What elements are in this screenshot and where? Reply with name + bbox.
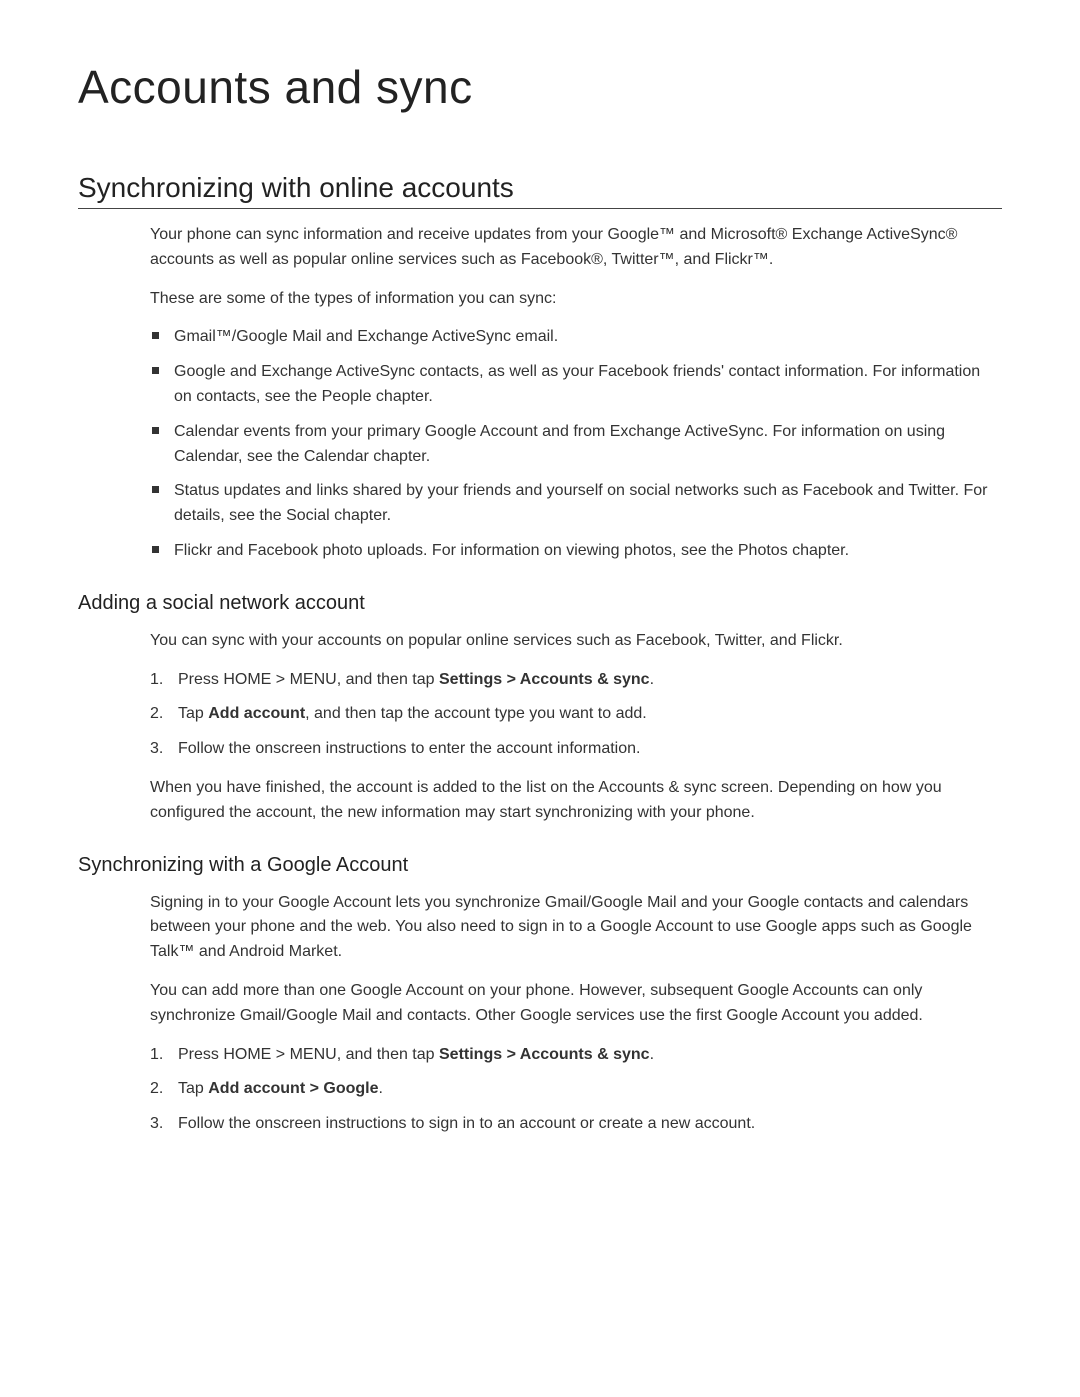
sub1-intro: You can sync with your accounts on popul… [150,629,1002,654]
list-item: Gmail™/Google Mail and Exchange ActiveSy… [150,325,1002,350]
page-title: Accounts and sync [78,60,1002,114]
step-text: Follow the onscreen instructions to sign… [178,1115,755,1132]
step-text: Tap [178,705,208,722]
step-item: Follow the onscreen instructions to ente… [150,737,1002,762]
sync-google-steps: Press HOME > MENU, and then tap Settings… [150,1043,1002,1137]
step-item: Tap Add account > Google. [150,1077,1002,1102]
list-item: Calendar events from your primary Google… [150,420,1002,470]
list-item: Status updates and links shared by your … [150,479,1002,529]
step-bold: Settings > Accounts & sync [439,671,650,688]
step-item: Follow the onscreen instructions to sign… [150,1112,1002,1137]
step-bold: Add account [208,705,305,722]
step-bold: Add account > Google [208,1080,378,1097]
subsection-body-add-social: You can sync with your accounts on popul… [150,629,1002,826]
list-item: Flickr and Facebook photo uploads. For i… [150,539,1002,564]
step-text: Tap [178,1080,208,1097]
step-item: Tap Add account, and then tap the accoun… [150,702,1002,727]
step-post: . [650,1046,654,1063]
sub1-after: When you have finished, the account is a… [150,776,1002,826]
step-post: , and then tap the account type you want… [305,705,647,722]
subsection-body-sync-google: Signing in to your Google Account lets y… [150,891,1002,1137]
step-post: . [650,671,654,688]
sync-types-list: Gmail™/Google Mail and Exchange ActiveSy… [150,325,1002,563]
step-post: . [378,1080,382,1097]
list-item: Google and Exchange ActiveSync contacts,… [150,360,1002,410]
sub2-p1: Signing in to your Google Account lets y… [150,891,1002,965]
intro-paragraph-2: These are some of the types of informati… [150,287,1002,312]
add-social-steps: Press HOME > MENU, and then tap Settings… [150,668,1002,762]
step-item: Press HOME > MENU, and then tap Settings… [150,668,1002,693]
sub2-p2: You can add more than one Google Account… [150,979,1002,1029]
step-text: Press HOME > MENU, and then tap [178,1046,439,1063]
section-heading-sync-online: Synchronizing with online accounts [78,172,1002,209]
step-bold: Settings > Accounts & sync [439,1046,650,1063]
step-text: Follow the onscreen instructions to ente… [178,740,640,757]
step-text: Press HOME > MENU, and then tap [178,671,439,688]
subsection-heading-sync-google: Synchronizing with a Google Account [78,854,1002,877]
subsection-heading-add-social: Adding a social network account [78,592,1002,615]
intro-paragraph-1: Your phone can sync information and rece… [150,223,1002,273]
section-body: Your phone can sync information and rece… [150,223,1002,564]
step-item: Press HOME > MENU, and then tap Settings… [150,1043,1002,1068]
